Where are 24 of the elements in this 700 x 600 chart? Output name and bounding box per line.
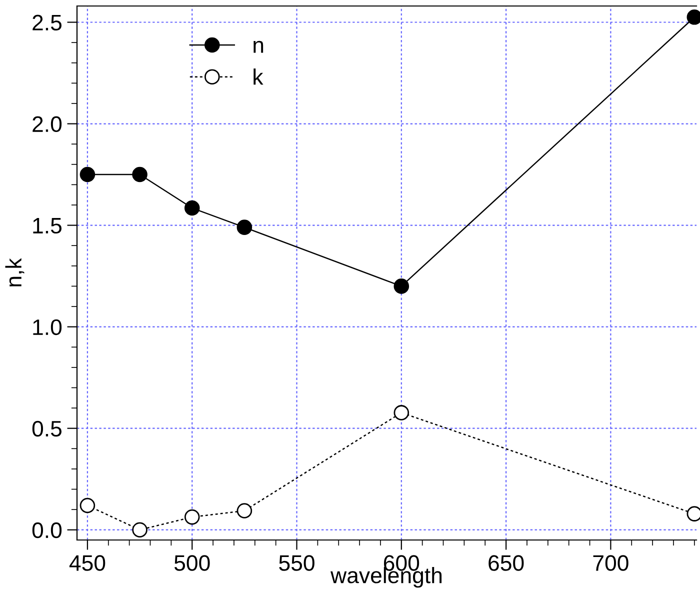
y-tick-label: 0.0 xyxy=(32,522,62,538)
x-tick-label: 650 xyxy=(488,555,524,571)
point xyxy=(394,405,410,420)
legend-label: k xyxy=(254,68,264,85)
y-tick-label: 2.0 xyxy=(32,116,62,132)
y-tick-label: 0.5 xyxy=(32,420,62,437)
x-tick-label: 700 xyxy=(593,555,628,571)
point xyxy=(394,278,410,294)
point xyxy=(236,503,252,518)
x-tick-label: 450 xyxy=(69,555,106,571)
y-axis-title: n,k xyxy=(5,258,24,286)
point xyxy=(80,166,96,182)
y-tick-label: 2.5 xyxy=(32,14,62,31)
point xyxy=(184,509,200,525)
legend-label: n xyxy=(254,40,264,53)
x-tick-label: 500 xyxy=(174,555,210,571)
point xyxy=(80,498,96,514)
x-tick-label: 550 xyxy=(279,555,314,571)
y-tick-label: 1.0 xyxy=(33,319,62,336)
y-tick-label: 1.5 xyxy=(33,218,62,234)
point xyxy=(132,522,148,538)
point xyxy=(236,220,252,235)
point xyxy=(184,200,200,216)
point xyxy=(132,166,148,182)
